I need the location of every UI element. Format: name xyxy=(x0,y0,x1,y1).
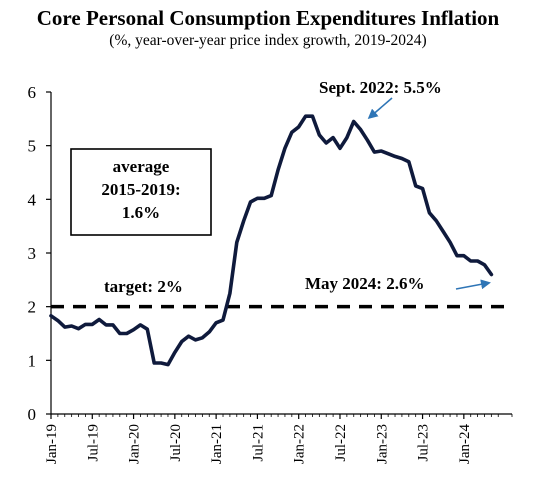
x-tick-label: Jan-22 xyxy=(292,424,308,464)
x-tick-label: Jul-21 xyxy=(250,424,266,462)
x-tick-label: Jan-19 xyxy=(44,424,60,464)
peak-arrow xyxy=(367,97,393,119)
y-tick-label: 0 xyxy=(28,405,37,424)
chart-title: Core Personal Consumption Expenditures I… xyxy=(36,6,500,30)
y-tick-label: 2 xyxy=(28,298,37,317)
x-tick-label: Jul-23 xyxy=(416,424,432,462)
x-tick-label: Jul-22 xyxy=(333,424,349,462)
average-label-line3: 1.6% xyxy=(122,203,160,222)
target-label: target: 2% xyxy=(104,277,183,296)
y-tick-label: 6 xyxy=(28,83,37,102)
average-label-line1: average xyxy=(113,157,170,176)
y-tick-label: 1 xyxy=(28,351,37,370)
latest-annotation: May 2024: 2.6% xyxy=(305,274,424,293)
average-label-line2: 2015-2019: xyxy=(101,180,180,199)
y-tick-label: 4 xyxy=(28,190,37,209)
chart-subtitle: (%, year-over-year price index growth, 2… xyxy=(109,32,427,49)
x-tick-label: Jul-20 xyxy=(168,424,184,462)
x-tick-label: Jul-19 xyxy=(85,424,101,462)
y-tick-label: 5 xyxy=(28,137,37,156)
peak-annotation: Sept. 2022: 5.5% xyxy=(319,78,442,97)
x-tick-label: Jan-24 xyxy=(457,424,473,464)
latest-arrow xyxy=(455,279,491,290)
y-tick-label: 3 xyxy=(28,244,37,263)
x-tick-label: Jan-20 xyxy=(127,424,143,464)
x-tick-label: Jan-23 xyxy=(374,424,390,464)
average-box xyxy=(70,148,212,236)
x-tick-label: Jan-21 xyxy=(209,424,225,464)
